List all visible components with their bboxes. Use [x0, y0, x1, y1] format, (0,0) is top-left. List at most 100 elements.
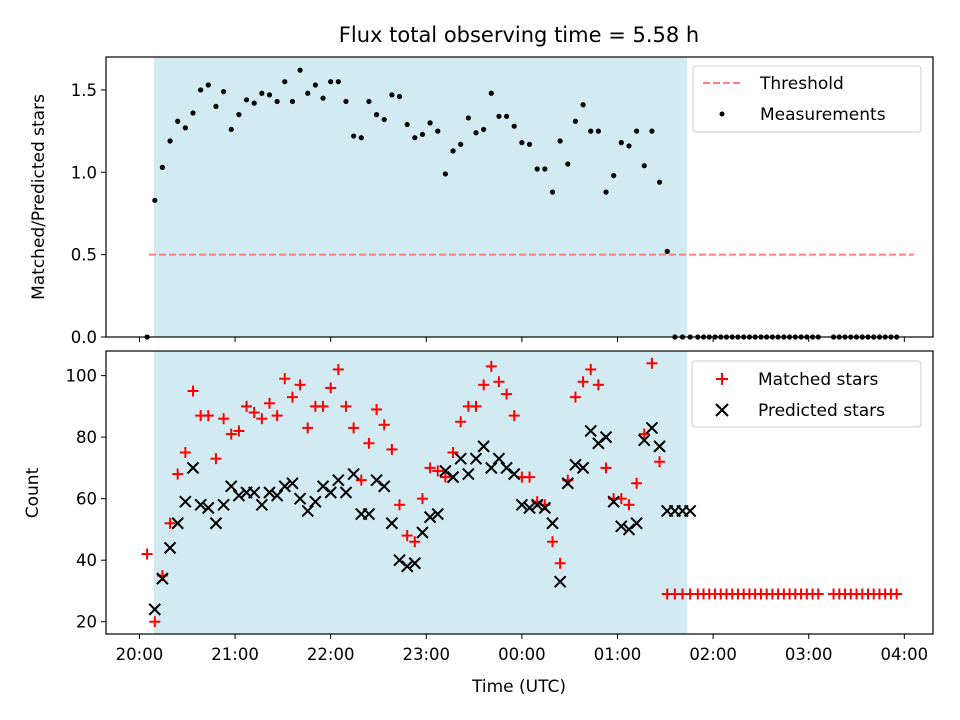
matched-stars-point: [256, 413, 268, 425]
matched-stars-point: [455, 416, 467, 428]
predicted-stars-point: [324, 486, 337, 499]
matched-legend-swatch: [716, 373, 728, 385]
x-tick-label: 04:00: [881, 645, 929, 664]
predicted-stars-point: [469, 452, 483, 465]
matched-stars-point: [378, 419, 390, 431]
predicted-stars-point: [569, 458, 582, 472]
matched-stars-point: [164, 517, 176, 529]
predicted-stars-point: [286, 477, 299, 490]
matched-stars-point: [524, 471, 536, 483]
matched-stars-point: [149, 616, 161, 628]
predicted-stars-point: [278, 480, 291, 493]
measurement-point: [427, 120, 433, 126]
predicted-stars-point: [232, 489, 246, 502]
measurement-point: [511, 123, 517, 129]
predicted-stars-point: [615, 520, 628, 533]
measurement-point: [190, 110, 196, 116]
matched-stars-point: [271, 410, 283, 422]
matched-stars-point: [546, 536, 558, 548]
predicted-stars-point: [538, 501, 552, 515]
measurement-point: [289, 98, 296, 105]
matched-stars-point: [569, 391, 581, 403]
count-y-axis-label: Count: [23, 467, 43, 518]
measurement-point: [182, 125, 188, 131]
measurement-point: [534, 166, 540, 172]
matched-stars-point: [401, 530, 413, 542]
predicted-stars-point: [293, 492, 307, 505]
matched-stars-point: [187, 385, 199, 397]
y-tick-label: 0.0: [71, 328, 97, 347]
y-tick-label: 1.5: [71, 81, 97, 100]
measurement-point: [404, 121, 410, 128]
matched-stars-point: [493, 376, 505, 388]
measurement-point: [167, 138, 173, 144]
chart-title: Flux total observing time = 5.58 h: [339, 23, 699, 47]
threshold-legend-label: Threshold: [759, 74, 844, 94]
x-tick-label: 23:00: [403, 645, 451, 664]
predicted-stars-point: [530, 498, 544, 512]
predicted-legend-swatch: [715, 403, 729, 417]
matched-stars-point: [631, 477, 643, 489]
matched-stars-point: [363, 437, 375, 449]
count-legend: Matched stars Predicted stars: [691, 360, 922, 428]
measurement-point: [450, 148, 456, 154]
ratio-legend: Threshold Measurements: [692, 65, 922, 133]
matched-stars-point: [279, 373, 291, 385]
measurement-point: [282, 79, 288, 85]
measurement-point: [274, 98, 280, 105]
matched-stars-point: [202, 410, 214, 422]
matched-stars-point: [179, 447, 191, 459]
predicted-stars-point: [446, 470, 460, 484]
x-tick-label: 03:00: [785, 645, 833, 664]
measurement-point: [435, 128, 441, 134]
predicted-stars-point: [485, 461, 498, 475]
measurement-point: [297, 67, 303, 73]
predicted-legend-label: Predicted stars: [758, 401, 885, 421]
matched-stars-point: [355, 474, 367, 486]
predicted-stars-point: [378, 480, 391, 493]
measurement-point: [595, 128, 601, 134]
predicted-stars-point: [584, 424, 597, 438]
matched-legend-label: Matched stars: [758, 370, 878, 390]
matched-stars-point: [577, 376, 589, 388]
measurement-point: [312, 82, 318, 88]
measurement-point: [458, 141, 464, 147]
predicted-stars-point: [416, 526, 429, 539]
predicted-stars-point: [492, 452, 506, 465]
measurement-point: [656, 179, 663, 185]
x-axis-label: Time (UTC): [471, 677, 566, 697]
predicted-stars-point: [393, 553, 406, 567]
measurement-point: [488, 90, 494, 96]
predicted-stars-point: [576, 461, 590, 475]
matched-stars-point: [432, 465, 444, 477]
predicted-stars-point: [500, 461, 513, 475]
measurement-point: [580, 102, 586, 108]
predicted-stars-point: [263, 486, 276, 499]
measurement-point: [266, 92, 273, 98]
matched-stars-point: [485, 360, 497, 372]
observing-window-shade: [153, 351, 688, 634]
matched-stars-point: [371, 403, 383, 415]
measurement-point: [526, 141, 533, 147]
predicted-stars-point: [645, 421, 659, 435]
measurement-point: [641, 163, 647, 169]
matched-stars-point: [592, 379, 604, 391]
matched-stars-point: [210, 453, 222, 465]
measurement-point: [442, 171, 449, 177]
x-tick-label: 21:00: [211, 645, 259, 664]
predicted-stars-point: [247, 486, 261, 499]
predicted-stars-point: [179, 495, 192, 508]
matched-stars-point: [891, 588, 903, 600]
observing-window-shade: [153, 57, 688, 337]
predicted-stars-point: [653, 440, 666, 453]
predicted-stars-point: [347, 467, 360, 481]
predicted-stars-point: [561, 477, 574, 490]
matched-stars-point: [409, 536, 421, 548]
measurement-point: [389, 92, 395, 98]
matched-stars-point: [470, 400, 482, 412]
matched-stars-point: [638, 428, 650, 440]
predicted-stars-point: [301, 504, 314, 518]
matched-stars-point: [248, 407, 260, 419]
measurement-point: [320, 95, 326, 101]
matched-stars-point: [600, 462, 612, 474]
